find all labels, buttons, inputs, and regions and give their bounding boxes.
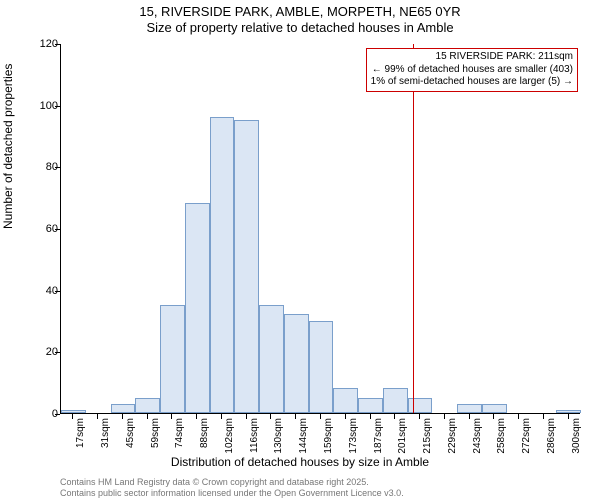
credit-line-2: Contains public sector information licen… <box>60 488 404 499</box>
x-tick-mark <box>147 414 148 419</box>
x-tick-label: 17sqm <box>75 418 86 448</box>
x-tick-mark <box>345 414 346 419</box>
x-tick-label: 88sqm <box>199 418 210 448</box>
x-tick-label: 130sqm <box>273 418 284 454</box>
y-tick-mark <box>55 414 60 415</box>
histogram-bar <box>61 410 86 413</box>
x-tick-label: 59sqm <box>150 418 161 448</box>
x-tick-mark <box>221 414 222 419</box>
credit-line-1: Contains HM Land Registry data © Crown c… <box>60 477 404 488</box>
x-tick-mark <box>444 414 445 419</box>
x-tick-label: 272sqm <box>521 418 532 454</box>
x-tick-mark <box>320 414 321 419</box>
x-tick-label: 102sqm <box>224 418 235 454</box>
x-tick-mark <box>543 414 544 419</box>
x-tick-mark <box>568 414 569 419</box>
x-tick-mark <box>370 414 371 419</box>
reference-line <box>413 44 414 413</box>
y-tick-label: 60 <box>0 223 58 235</box>
histogram-bar <box>185 203 210 413</box>
y-axis-label: Number of detached properties <box>1 64 15 229</box>
x-tick-label: 300sqm <box>571 418 582 454</box>
x-tick-label: 74sqm <box>174 418 185 448</box>
histogram-bar <box>383 388 408 413</box>
y-tick-mark <box>55 167 60 168</box>
histogram-bar <box>333 388 358 413</box>
histogram-bar <box>482 404 507 413</box>
x-tick-label: 45sqm <box>125 418 136 448</box>
annotation-line2: ← 99% of detached houses are smaller (40… <box>371 64 573 77</box>
chart-container: 15, RIVERSIDE PARK, AMBLE, MORPETH, NE65… <box>0 0 600 500</box>
x-tick-label: 159sqm <box>323 418 334 454</box>
x-tick-label: 173sqm <box>348 418 359 454</box>
x-tick-mark <box>97 414 98 419</box>
histogram-bar <box>135 398 160 413</box>
title-line-2: Size of property relative to detached ho… <box>0 20 600 36</box>
y-tick-label: 20 <box>0 346 58 358</box>
histogram-bar <box>309 321 334 414</box>
x-tick-mark <box>270 414 271 419</box>
plot-area: 15 RIVERSIDE PARK: 211sqm← 99% of detach… <box>60 44 580 414</box>
title-line-1: 15, RIVERSIDE PARK, AMBLE, MORPETH, NE65… <box>0 4 600 20</box>
annotation-line1: 15 RIVERSIDE PARK: 211sqm <box>371 51 573 64</box>
reference-annotation: 15 RIVERSIDE PARK: 211sqm← 99% of detach… <box>366 48 578 92</box>
y-tick-label: 120 <box>0 38 58 50</box>
x-tick-mark <box>72 414 73 419</box>
y-tick-mark <box>55 44 60 45</box>
y-tick-mark <box>55 229 60 230</box>
y-tick-mark <box>55 106 60 107</box>
x-tick-mark <box>246 414 247 419</box>
x-tick-label: 258sqm <box>496 418 507 454</box>
y-tick-label: 80 <box>0 161 58 173</box>
x-tick-label: 201sqm <box>397 418 408 454</box>
x-tick-label: 215sqm <box>422 418 433 454</box>
histogram-bar <box>457 404 482 413</box>
histogram-bar <box>408 398 433 413</box>
credit-text: Contains HM Land Registry data © Crown c… <box>60 477 404 500</box>
x-tick-label: 286sqm <box>546 418 557 454</box>
x-tick-label: 116sqm <box>249 418 260 453</box>
x-tick-mark <box>122 414 123 419</box>
x-tick-mark <box>295 414 296 419</box>
x-tick-mark <box>419 414 420 419</box>
chart-title: 15, RIVERSIDE PARK, AMBLE, MORPETH, NE65… <box>0 4 600 37</box>
x-tick-mark <box>171 414 172 419</box>
y-tick-mark <box>55 352 60 353</box>
x-tick-label: 144sqm <box>298 418 309 454</box>
y-tick-label: 0 <box>0 408 58 420</box>
x-axis-label: Distribution of detached houses by size … <box>0 455 600 469</box>
y-tick-mark <box>55 291 60 292</box>
histogram-bar <box>259 305 284 413</box>
x-tick-mark <box>518 414 519 419</box>
x-tick-label: 187sqm <box>373 418 384 454</box>
histogram-bar <box>358 398 383 413</box>
histogram-bar <box>160 305 185 413</box>
x-tick-mark <box>394 414 395 419</box>
x-tick-mark <box>469 414 470 419</box>
x-tick-label: 31sqm <box>100 418 111 448</box>
x-tick-mark <box>196 414 197 419</box>
x-tick-label: 229sqm <box>447 418 458 454</box>
y-tick-label: 100 <box>0 100 58 112</box>
histogram-bar <box>556 410 581 413</box>
histogram-bar <box>284 314 309 413</box>
x-tick-label: 243sqm <box>472 418 483 454</box>
histogram-bar <box>111 404 136 413</box>
annotation-line3: 1% of semi-detached houses are larger (5… <box>371 76 573 89</box>
histogram-bar <box>210 117 235 413</box>
x-tick-mark <box>493 414 494 419</box>
y-tick-label: 40 <box>0 285 58 297</box>
histogram-bar <box>234 120 259 413</box>
